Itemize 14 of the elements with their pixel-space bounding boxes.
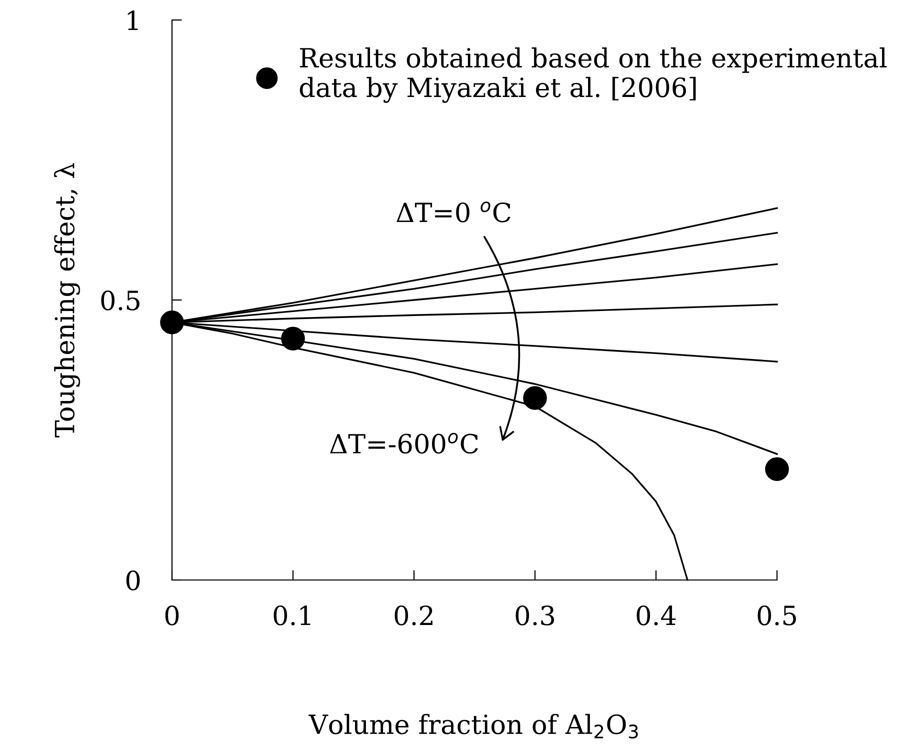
- y-tick-label: 1: [128, 10, 138, 30]
- legend-label: Results obtained based on the experimental data by Miyazaki et al. [2006]: [300, 47, 887, 103]
- y-axis-title: Toughening effect, λ: [54, 163, 80, 438]
- y-tick-label: 0.5: [101, 290, 140, 310]
- annotation: ΔT=-600$^{o}$C: [330, 432, 478, 454]
- x-tick-label: 0.2: [394, 605, 432, 626]
- x-tick-label: 0: [165, 605, 179, 626]
- y-tick-label: 0: [126, 570, 140, 590]
- x-tick-label: 0.4: [636, 605, 676, 626]
- x-tick-label: 0.3: [516, 605, 554, 626]
- x-tick-label: 0.1: [274, 605, 310, 626]
- annotation: ΔT=0 $^{o}$C: [396, 202, 510, 222]
- x-tick-label: 0.5: [758, 605, 796, 626]
- x-axis-title: Volume fraction of Al$_{2}$O$_{3}$: [308, 714, 638, 739]
